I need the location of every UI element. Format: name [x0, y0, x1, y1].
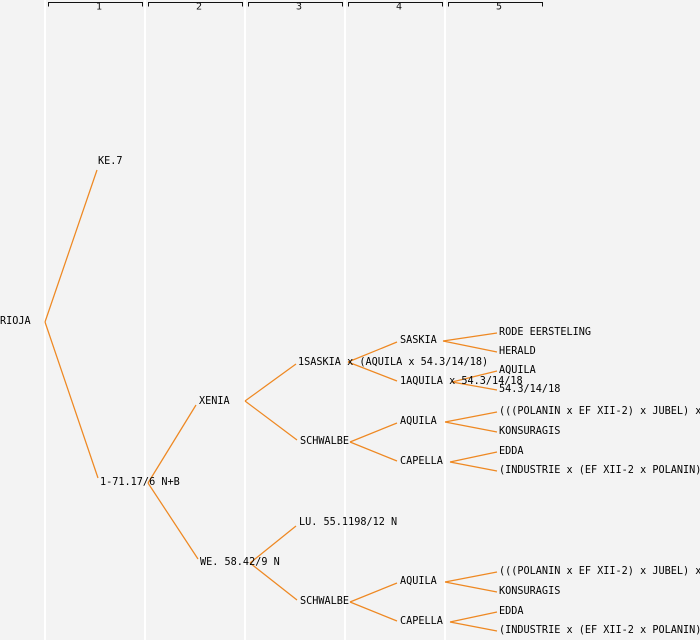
node-rioja[interactable]: RIOJA — [0, 316, 31, 327]
generation-number-3: 3 — [295, 1, 303, 13]
node-edda-2[interactable]: EDDA — [499, 606, 524, 617]
generation-number-4: 4 — [395, 1, 403, 13]
node-schwalbe-2[interactable]: SCHWALBE — [300, 596, 350, 607]
node-aquila-2[interactable]: AQUILA — [400, 576, 437, 587]
generation-bracket-5 — [448, 2, 543, 7]
node-aquila-cross[interactable]: 1AQUILA x 54.3/14/18 — [400, 376, 523, 387]
node-54-3-14-18[interactable]: 54.3/14/18 — [499, 384, 561, 395]
branch-lines — [44, 169, 498, 632]
node-polanin-jubel-2[interactable]: (((POLANIN x EF XII-2) x JUBEL) x — [499, 566, 700, 577]
node-saskia-cross[interactable]: 1SASKIA x (AQUILA x 54.3/14/18) — [298, 357, 489, 368]
column-separators — [44, 0, 446, 640]
node-capella-2[interactable]: CAPELLA — [400, 616, 443, 627]
node-industrie-2[interactable]: (INDUSTRIE x (EF XII-2 x POLANIN)) — [499, 625, 700, 636]
node-ke7[interactable]: KE.7 — [98, 156, 123, 167]
node-konsuragis-2[interactable]: KONSURAGIS — [499, 586, 561, 597]
node-aquila-1[interactable]: AQUILA — [400, 416, 437, 427]
generation-number-2: 2 — [195, 1, 203, 13]
node-industrie-1[interactable]: (INDUSTRIE x (EF XII-2 x POLANIN)) — [499, 465, 700, 476]
node-1-71-17-6-n-b[interactable]: 1-71.17/6 N+B — [100, 477, 180, 488]
generation-scale — [48, 2, 543, 7]
generation-number-1: 1 — [95, 1, 103, 13]
node-polanin-jubel-1[interactable]: (((POLANIN x EF XII-2) x JUBEL) x — [499, 406, 700, 417]
generation-number-5: 5 — [495, 1, 503, 13]
generation-bracket-1 — [48, 2, 143, 7]
node-lu-55-1198-12-n[interactable]: LU. 55.1198/12 N — [299, 517, 398, 528]
node-edda-1[interactable]: EDDA — [499, 446, 524, 457]
node-herald[interactable]: HERALD — [499, 346, 536, 357]
generation-bracket-4 — [348, 2, 443, 7]
node-konsuragis-1[interactable]: KONSURAGIS — [499, 426, 561, 437]
generation-bracket-3 — [248, 2, 343, 7]
node-capella-1[interactable]: CAPELLA — [400, 456, 443, 467]
node-schwalbe-1[interactable]: SCHWALBE — [300, 436, 350, 447]
node-aquila-leaf[interactable]: AQUILA — [499, 365, 536, 376]
node-we-58-42-9-n[interactable]: WE. 58.42/9 N — [200, 557, 280, 568]
generation-bracket-2 — [148, 2, 243, 7]
node-saskia[interactable]: SASKIA — [400, 335, 437, 346]
node-rode-eersteling[interactable]: RODE EERSTELING — [499, 327, 592, 338]
node-xenia[interactable]: XENIA — [199, 396, 230, 407]
